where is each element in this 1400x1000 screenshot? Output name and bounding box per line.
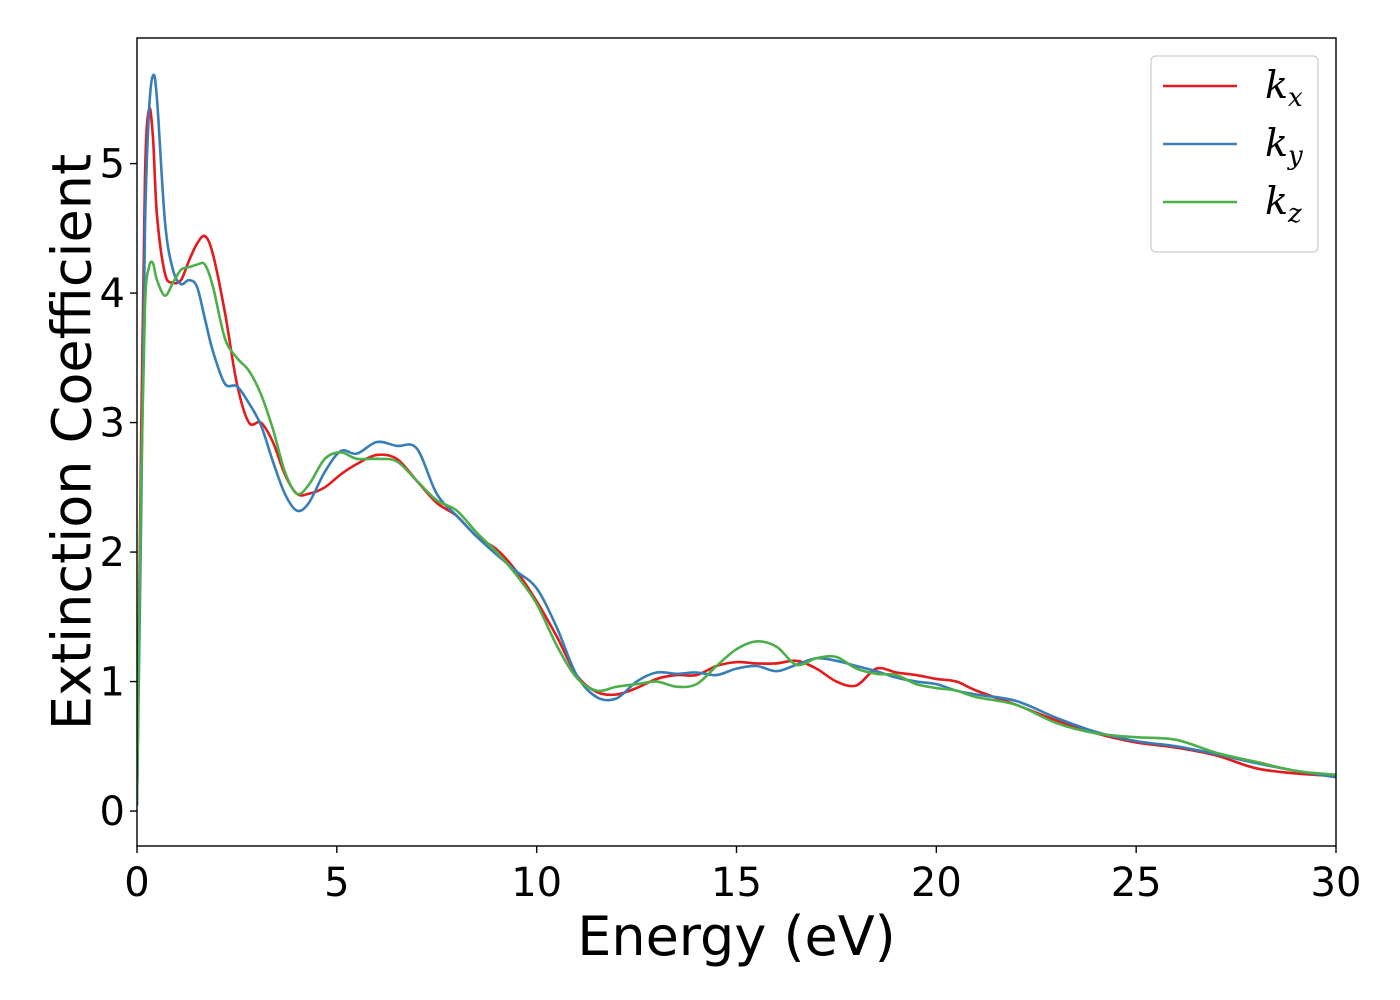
legend: kx ky kz — [1150, 55, 1319, 253]
y-tick-label: 2 — [100, 530, 125, 576]
x-tick-label: 0 — [124, 860, 149, 906]
x-tick-label: 5 — [324, 860, 349, 906]
legend-label-ky: ky — [1265, 121, 1303, 171]
legend-entries: kx ky kz — [1163, 63, 1303, 229]
y-tick-label: 0 — [100, 789, 125, 835]
y-tick-label: 3 — [100, 401, 125, 447]
legend-label-kz: kz — [1265, 179, 1302, 229]
series-layer — [137, 73, 1336, 806]
y-tick-label: 5 — [100, 142, 125, 188]
ticks-layer: 0 5 10 15 20 25 30 0 1 2 3 4 5 — [100, 142, 1362, 906]
y-axis-label: Extinction Coefficient — [41, 154, 104, 730]
x-tick-label: 25 — [1111, 860, 1162, 906]
y-tick-label: 4 — [100, 271, 125, 317]
y-tick-label: 1 — [100, 660, 125, 706]
x-tick-label: 20 — [911, 860, 962, 906]
x-tick-label: 15 — [711, 860, 762, 906]
x-tick-label: 10 — [511, 860, 562, 906]
x-axis-label: Energy (eV) — [577, 905, 896, 968]
series-line-ky — [137, 73, 1336, 806]
series-line-kx — [137, 106, 1336, 806]
series-line-kz — [137, 260, 1336, 806]
x-tick-label: 30 — [1311, 860, 1362, 906]
legend-label-kx: kx — [1265, 63, 1303, 113]
